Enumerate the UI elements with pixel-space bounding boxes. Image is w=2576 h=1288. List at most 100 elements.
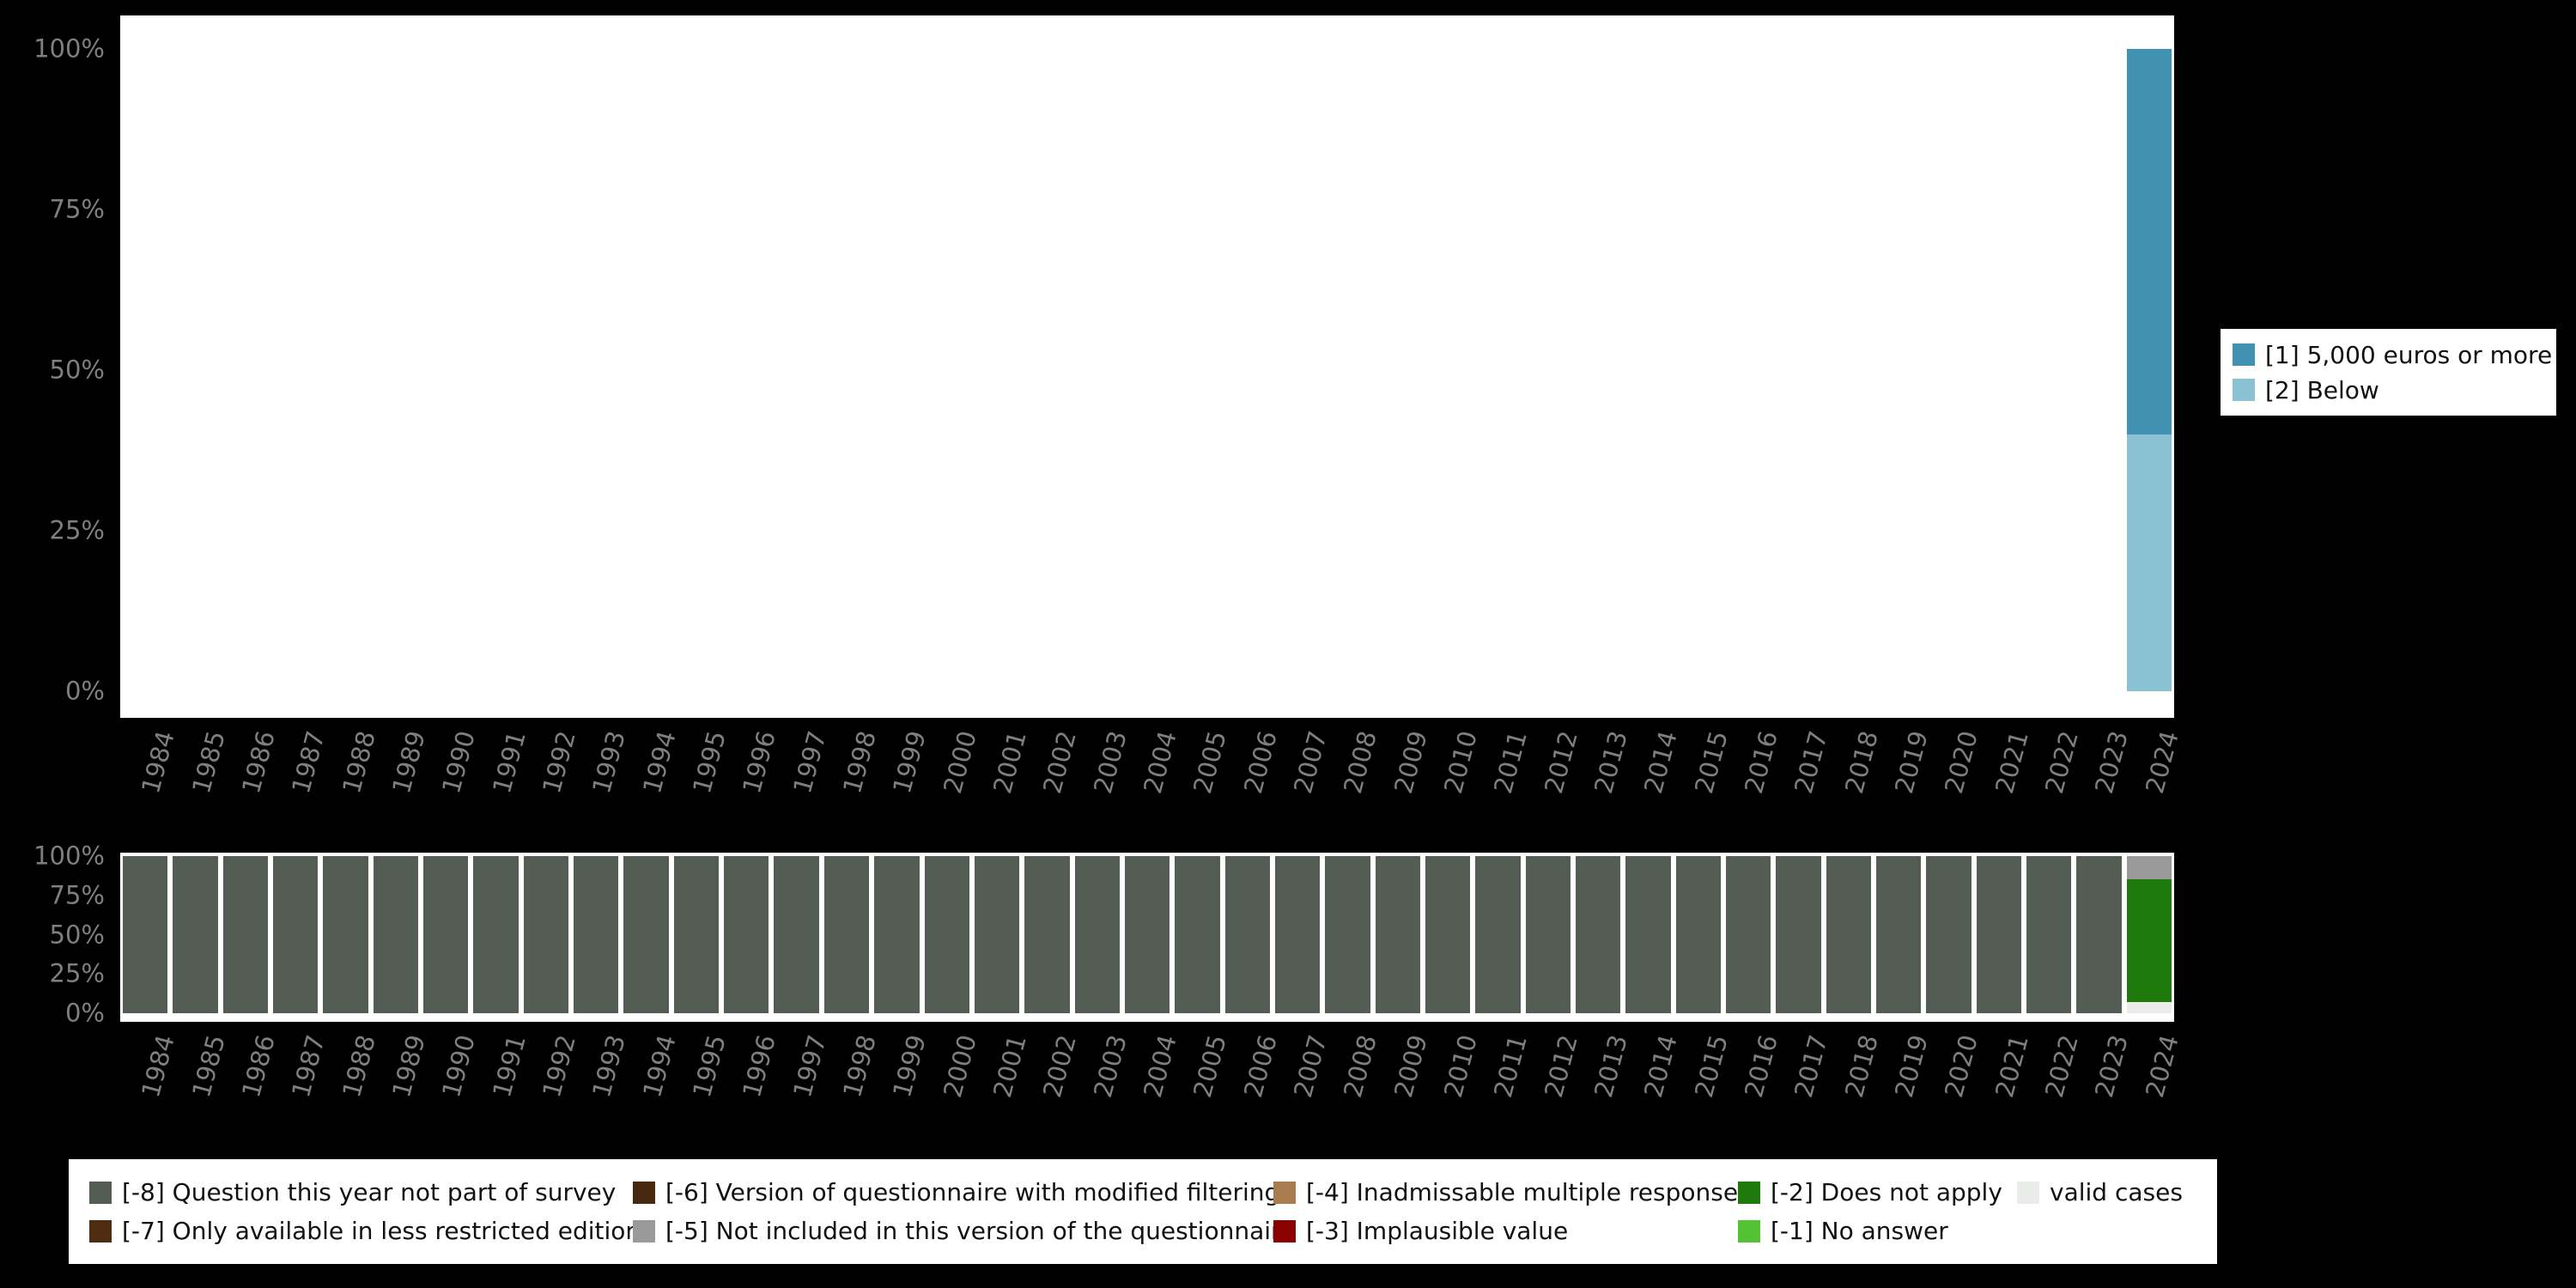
- x-axis-year-label: 1997: [787, 727, 832, 797]
- bar-segment: [574, 856, 619, 1013]
- x-axis-year-label: 2002: [1037, 727, 1083, 797]
- bar-2018: [1824, 49, 1874, 691]
- bar-2007: [1273, 49, 1322, 691]
- bar-segment: [1575, 856, 1621, 1013]
- x-axis-year-label: 1985: [185, 727, 231, 797]
- bar-segment: [323, 856, 368, 1013]
- bar-2002: [1022, 49, 1072, 691]
- x-axis-year-label: 2002: [1037, 1031, 1083, 1101]
- bar-2006: [1223, 856, 1273, 1013]
- bar-1986: [221, 49, 270, 691]
- x-axis-year-label: 1996: [737, 1031, 782, 1101]
- bar-series-area: [120, 49, 2174, 691]
- bar-2012: [1523, 856, 1573, 1013]
- bar-segment: [1124, 856, 1170, 1013]
- bar-1984: [120, 49, 170, 691]
- x-axis-year-label: 2011: [1488, 727, 1534, 797]
- missing-values-legend: [-8] Question this year not part of surv…: [69, 1159, 2217, 1264]
- legend-item: [-2] Does not apply: [1738, 1178, 2017, 1206]
- x-axis-year-label: 1985: [185, 1031, 231, 1101]
- bar-2014: [1623, 49, 1673, 691]
- x-axis-year-label: 2023: [2089, 1031, 2135, 1101]
- legend-label: [-8] Question this year not part of surv…: [122, 1178, 617, 1206]
- bar-1997: [771, 49, 821, 691]
- x-axis-year-label: 2010: [1438, 727, 1483, 797]
- x-axis-year-label: 2012: [1538, 727, 1583, 797]
- legend-item: valid cases: [2017, 1178, 2196, 1206]
- bar-1990: [421, 856, 471, 1013]
- bar-2010: [1423, 49, 1473, 691]
- bar-1991: [471, 856, 520, 1013]
- x-axis-year-label: 2006: [1237, 1031, 1283, 1101]
- legend-item: [1] 5,000 euros or more: [2233, 341, 2552, 369]
- x-axis-year-label: 2018: [1838, 727, 1884, 797]
- legend-item: [-8] Question this year not part of surv…: [89, 1178, 633, 1206]
- bar-1996: [721, 856, 771, 1013]
- legend-swatch: [1738, 1219, 1760, 1242]
- bar-segment: [623, 856, 669, 1013]
- bar-1993: [571, 856, 621, 1013]
- legend-swatch: [1273, 1181, 1296, 1204]
- bar-segment: [222, 856, 269, 1013]
- bar-segment: [423, 856, 469, 1013]
- x-axis-year-label: 2009: [1388, 1031, 1433, 1101]
- x-axis-year-label: 1988: [336, 727, 381, 797]
- x-axis-year-label: 1987: [286, 1031, 331, 1101]
- x-axis-year-label: 2012: [1538, 1031, 1583, 1101]
- x-axis-year-label: 2005: [1188, 1031, 1233, 1101]
- x-axis-year-label: 2003: [1087, 727, 1133, 797]
- bar-1998: [822, 49, 872, 691]
- x-axis-year-label: 2018: [1838, 1031, 1884, 1101]
- x-axis-year-label: 2004: [1137, 1031, 1182, 1101]
- legend-item: [-3] Implausible value: [1273, 1217, 1738, 1245]
- bar-1984: [120, 856, 170, 1013]
- bar-2004: [1122, 856, 1172, 1013]
- bar-2015: [1674, 856, 1723, 1013]
- x-axis-year-label: 2014: [1638, 1031, 1684, 1101]
- bar-1989: [371, 856, 421, 1013]
- x-axis-year-label: 2004: [1137, 727, 1182, 797]
- y-axis-tick-label: 0%: [64, 676, 105, 706]
- bar-segment: [1726, 856, 1771, 1013]
- x-axis-year-label: 2017: [1789, 727, 1834, 797]
- bar-segment: [2126, 1002, 2172, 1013]
- bar-segment: [2126, 856, 2172, 880]
- bar-segment: [924, 856, 969, 1013]
- x-axis-year-label: 2007: [1288, 1031, 1333, 1101]
- x-axis-year-label: 2021: [1989, 727, 2034, 797]
- bar-segment: [2126, 879, 2172, 1003]
- x-axis-year-label: 2006: [1237, 727, 1283, 797]
- x-axis: 1984 1985 1986 1987 1988 1989 1990 1991 1992 1993…: [120, 725, 2184, 819]
- legend-swatch: [2233, 343, 2255, 366]
- legend-label: [-5] Not included in this version of the…: [665, 1217, 1296, 1245]
- x-axis-year-label: 2000: [937, 1031, 982, 1101]
- legend-label: [-3] Implausible value: [1306, 1217, 1569, 1245]
- legend-item: [-5] Not included in this version of the…: [633, 1217, 1295, 1245]
- x-axis-year-label: 1995: [686, 1031, 732, 1101]
- bar-2004: [1122, 49, 1172, 691]
- x-axis-year-label: 2000: [937, 727, 982, 797]
- x-axis-year-label: 2024: [2139, 727, 2184, 797]
- bar-segment: [724, 856, 769, 1013]
- bar-2008: [1322, 49, 1372, 691]
- bar-segment: [1274, 856, 1321, 1013]
- bar-segment: [1826, 856, 1872, 1013]
- x-axis-year-label: 1996: [737, 727, 782, 797]
- y-axis-tick-label: 25%: [49, 515, 105, 545]
- bar-segment: [1525, 856, 1571, 1013]
- legend-label: valid cases: [2050, 1178, 2183, 1206]
- bar-2008: [1322, 856, 1372, 1013]
- x-axis-year-label: 2015: [1688, 727, 1734, 797]
- x-axis-year-label: 1984: [136, 727, 181, 797]
- bar-1995: [671, 856, 721, 1013]
- bar-2019: [1874, 856, 1923, 1013]
- x-axis-year-label: 2024: [2139, 1031, 2184, 1101]
- x-axis-year-label: 1994: [636, 1031, 682, 1101]
- bar-2009: [1373, 49, 1423, 691]
- x-axis-year-label: 1986: [235, 1031, 281, 1101]
- x-axis-year-label: 1993: [586, 1031, 632, 1101]
- legend-swatch: [2233, 379, 2255, 401]
- bar-1985: [170, 49, 220, 691]
- bar-2000: [922, 49, 972, 691]
